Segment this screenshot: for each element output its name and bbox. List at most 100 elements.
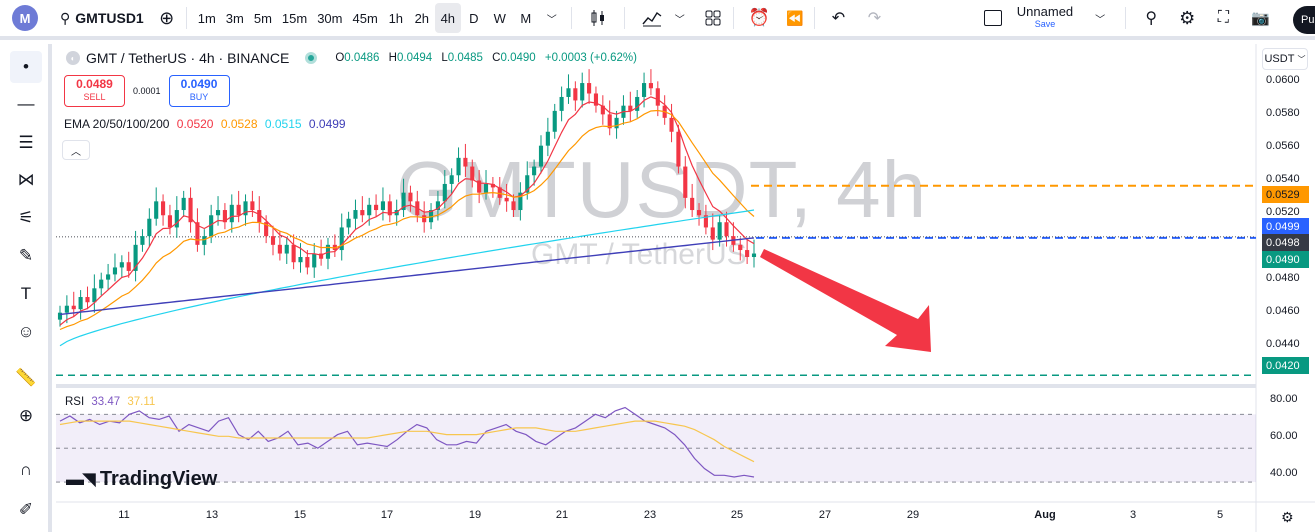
candle-body: [71, 305, 76, 310]
interval-45m[interactable]: 45m: [352, 10, 378, 26]
candle-body: [353, 210, 358, 219]
candle-body: [641, 83, 647, 97]
buy-button[interactable]: 0.0490 BUY: [168, 75, 230, 107]
candle-body: [250, 201, 255, 211]
time-tick-label: 23: [643, 509, 657, 521]
brush-tool-icon[interactable]: ✎: [18, 246, 34, 265]
quick-search-icon[interactable]: ⚲: [1145, 10, 1158, 27]
fullscreen-icon[interactable]: ⛶: [1217, 9, 1229, 26]
interval-2h[interactable]: 2h: [414, 10, 430, 26]
candle-body: [751, 253, 757, 258]
drawing-toolbar: • — ☰ ⋈ ⚟ ✎ T ☺ 📏 ⊕ ∩ ✐: [0, 44, 52, 532]
candles-icon[interactable]: [584, 3, 612, 33]
replay-icon[interactable]: ⏪: [785, 9, 804, 26]
alert-icon[interactable]: ⏰: [748, 8, 770, 27]
time-tick-label: 13: [205, 509, 219, 521]
candle-body: [477, 180, 482, 193]
price-tick-label: 0.0580: [1266, 107, 1300, 120]
interval-W[interactable]: W: [493, 10, 506, 26]
cursor-tool-icon[interactable]: •: [10, 51, 42, 83]
layout-grid-icon[interactable]: [699, 3, 727, 33]
chart-pane[interactable]: GMTUSDT, 4h GMT / TetherUS ◐ GMT / Tethe…: [56, 44, 1315, 532]
ema100-line: [59, 209, 755, 347]
candle-body: [85, 297, 90, 303]
interval-D[interactable]: D: [469, 10, 479, 26]
trend-line-tool-icon[interactable]: —: [17, 94, 35, 113]
symbol-search-button[interactable]: ⚲ GMTUSD1: [60, 10, 144, 27]
redo-icon[interactable]: ↷: [867, 10, 882, 27]
interval-M[interactable]: M: [520, 10, 532, 26]
candle-body: [222, 210, 227, 223]
interval-3m[interactable]: 3m: [225, 10, 244, 26]
high-value: 0.0494: [396, 52, 433, 64]
indicators-icon[interactable]: [637, 3, 667, 33]
settings-gear-icon[interactable]: ⚙: [1179, 7, 1196, 28]
candle-body: [422, 215, 427, 223]
rsi-legend[interactable]: RSI 33.47 37.11: [65, 396, 155, 408]
lock-draw-icon[interactable]: ✐: [18, 500, 34, 519]
candle-body: [504, 197, 509, 202]
symbol-legend: ◐ GMT / TetherUS · 4h · BINANCE O0.0486 …: [66, 50, 643, 66]
candle-body: [133, 244, 138, 271]
candle-body: [374, 204, 379, 211]
pattern-tool-icon[interactable]: ⋈: [17, 170, 35, 189]
candle-body: [497, 187, 502, 198]
candle-body: [78, 297, 83, 310]
tradingview-logo[interactable]: ▬◥ TradingView: [66, 468, 217, 491]
chart-settings-gear-icon[interactable]: ⚙: [1281, 509, 1294, 525]
candle-body: [683, 166, 688, 198]
layout-name: Unnamed: [1016, 4, 1074, 19]
candle-body: [449, 175, 454, 184]
candle-body: [387, 201, 392, 216]
zoom-in-icon[interactable]: ⊕: [18, 406, 34, 425]
candle-body: [64, 305, 69, 313]
interval-30m[interactable]: 30m: [317, 10, 343, 26]
candle-body: [140, 236, 145, 245]
magnet-icon[interactable]: ∩: [19, 460, 33, 479]
time-tick-label: 15: [293, 509, 307, 521]
chevron-down-icon[interactable]: ﹀: [674, 14, 685, 26]
interval-4h[interactable]: 4h: [434, 3, 461, 33]
collapse-legend-button[interactable]: ︿: [62, 140, 90, 160]
interval-1m[interactable]: 1m: [197, 10, 216, 26]
chevron-down-icon[interactable]: ﹀: [1095, 14, 1106, 26]
interval-5m[interactable]: 5m: [253, 10, 272, 26]
candle-body: [298, 257, 303, 263]
sell-button[interactable]: 0.0489 SELL: [64, 75, 125, 107]
fib-tool-icon[interactable]: ☰: [18, 133, 34, 152]
candle-body: [236, 204, 241, 216]
forecast-tool-icon[interactable]: ⚟: [18, 208, 34, 227]
candle-body: [669, 117, 674, 132]
time-tick-label: 21: [555, 509, 569, 521]
layout-toggle-icon[interactable]: [979, 3, 1007, 33]
user-avatar[interactable]: M: [12, 5, 38, 31]
compare-add-icon[interactable]: ⊕: [159, 7, 175, 28]
publish-button[interactable]: Pu: [1293, 6, 1315, 34]
ema200-line: [59, 237, 755, 316]
ema50-value: 0.0528: [220, 117, 258, 131]
price-tick-label: 0.0520: [1266, 206, 1300, 219]
interval-15m[interactable]: 15m: [281, 10, 308, 26]
candle-body: [573, 88, 578, 101]
ema200-price-label: 0.0499: [1262, 218, 1309, 235]
undo-icon[interactable]: ↶: [831, 10, 846, 27]
text-tool-icon[interactable]: T: [20, 284, 32, 303]
search-icon: ⚲: [60, 9, 71, 26]
candle-body: [401, 192, 406, 211]
candle-body: [167, 215, 173, 228]
ruler-icon[interactable]: 📏: [15, 368, 37, 387]
camera-icon[interactable]: 📷: [1251, 10, 1270, 27]
emoji-tool-icon[interactable]: ☺: [17, 322, 35, 341]
candle-body: [229, 204, 234, 223]
candle-body: [243, 201, 248, 216]
candle-body: [525, 175, 530, 193]
layout-name-button[interactable]: Unnamed Save: [1017, 5, 1073, 31]
candle-body: [648, 83, 653, 89]
candle-body: [710, 227, 715, 240]
currency-select[interactable]: USDT ﹀: [1262, 48, 1308, 70]
interval-1h[interactable]: 1h: [388, 10, 404, 26]
candle-body: [202, 236, 207, 245]
chevron-down-icon[interactable]: ﹀: [546, 14, 557, 26]
candle-body: [559, 96, 564, 111]
ema-legend[interactable]: EMA 20/50/100/200 0.0520 0.0528 0.0515 0…: [64, 117, 346, 131]
